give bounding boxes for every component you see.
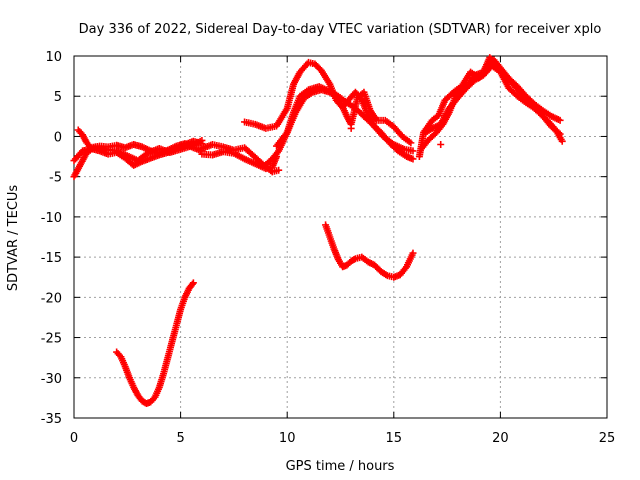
data-point [347, 124, 355, 132]
data-point [189, 279, 197, 287]
x-tick-label: 15 [386, 431, 403, 446]
y-tick-label: 10 [45, 50, 62, 65]
y-tick-label: -15 [41, 251, 62, 266]
y-tick-label: -25 [41, 332, 62, 347]
y-tick-label: -10 [41, 211, 62, 226]
data-point [188, 280, 196, 288]
series-track-l [322, 221, 417, 281]
series-track-c [74, 126, 206, 157]
y-tick-label: -30 [41, 372, 62, 387]
series-track-h [273, 86, 415, 150]
x-tick-label: 20 [492, 431, 509, 446]
data-point [350, 256, 358, 264]
y-tick-label: -20 [41, 291, 62, 306]
x-tick-label: 0 [70, 431, 78, 446]
data-point [409, 155, 417, 163]
x-tick-label: 25 [599, 431, 616, 446]
x-tick-label: 5 [176, 431, 184, 446]
data-marks [70, 54, 566, 408]
axis-ticks: 0 5 10 15 20 25 10 5 0 -5 -10 -15 -20 -25 -30 -35 [41, 50, 616, 446]
y-tick-label: -5 [49, 171, 62, 186]
data-point [275, 166, 283, 174]
series-track-m [113, 279, 197, 408]
chart-title: Day 336 of 2022, Sidereal Day-to-day VTE… [79, 22, 602, 37]
y-tick-label: 0 [54, 130, 62, 145]
series-outliers [347, 124, 445, 148]
data-point [409, 249, 417, 257]
x-axis-label: GPS time / hours [286, 459, 395, 474]
data-point [555, 129, 563, 137]
data-point [558, 137, 566, 145]
y-tick-label: 5 [54, 90, 62, 105]
y-axis-label: SDTVAR / TECUs [6, 185, 21, 292]
plot-frame [73, 55, 608, 419]
data-point [556, 116, 564, 124]
y-tick-label: -35 [41, 412, 62, 427]
x-tick-label: 10 [279, 431, 296, 446]
series-track-k [422, 62, 564, 138]
data-point [407, 139, 415, 147]
data-point [409, 147, 417, 155]
data-point [556, 130, 564, 138]
data-point [437, 140, 445, 148]
